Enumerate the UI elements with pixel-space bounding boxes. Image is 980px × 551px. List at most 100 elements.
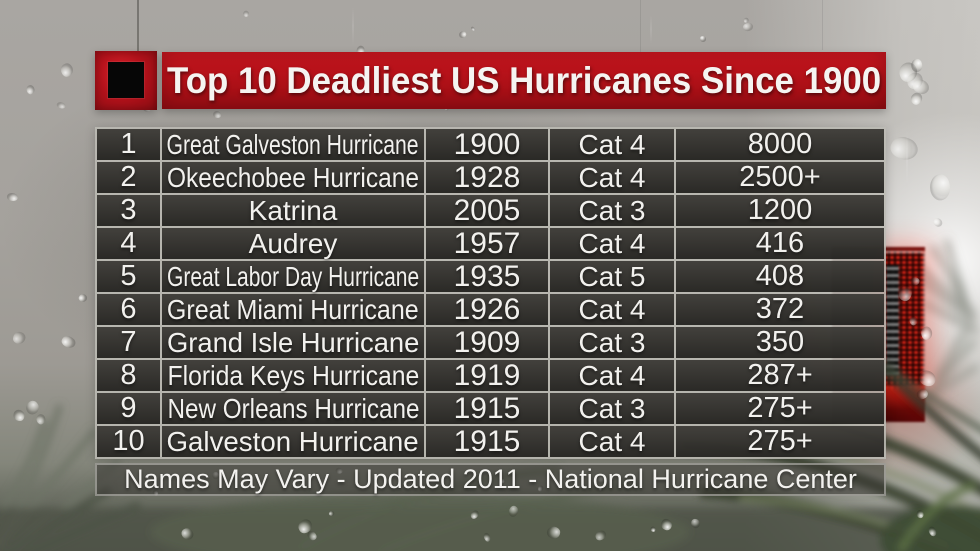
rank-value: 9 [120, 392, 137, 425]
deaths-value: 287+ [747, 359, 813, 392]
category-value: Cat 4 [578, 293, 646, 325]
hurricane-name: Great Galveston Hurricane [166, 128, 420, 160]
rank-value: 2 [120, 161, 137, 194]
deaths-value: 372 [755, 293, 805, 326]
hurricane-name: Great Labor Day Hurricane [166, 260, 420, 292]
deaths-cell: 1200 [676, 195, 884, 226]
deaths-value: 275+ [747, 392, 813, 425]
deaths-value: 416 [755, 227, 805, 260]
rank-value: 7 [120, 326, 137, 359]
category-cell: Cat 4 [550, 360, 674, 391]
category-cell: Cat 4 [550, 426, 674, 457]
name-cell: Grand Isle Hurricane [162, 327, 424, 358]
year-cell: 1928 [426, 162, 548, 193]
rank-cell: 8 [97, 360, 160, 391]
category-value: Cat 3 [578, 326, 646, 358]
category-cell: Cat 4 [550, 228, 674, 259]
deaths-cell: 275+ [676, 393, 884, 424]
category-cell: Cat 4 [550, 129, 674, 160]
year-cell: 1935 [426, 261, 548, 292]
rank-cell: 2 [97, 162, 160, 193]
rank-value: 1 [120, 128, 137, 161]
deaths-value: 408 [755, 260, 805, 293]
year-value: 1919 [453, 358, 521, 392]
category-cell: Cat 4 [550, 162, 674, 193]
deaths-cell: 2500+ [676, 162, 884, 193]
hurricane-name: Audrey [248, 227, 338, 259]
page-title: Top 10 Deadliest US Hurricanes Since 190… [166, 60, 882, 101]
tile-seam [822, 0, 823, 50]
year-value: 1928 [453, 160, 521, 194]
category-cell: Cat 5 [550, 261, 674, 292]
year-cell: 2005 [426, 195, 548, 226]
hurricane-name: Grand Isle Hurricane [166, 326, 420, 358]
category-cell: Cat 3 [550, 327, 674, 358]
category-value: Cat 5 [578, 260, 646, 292]
hurricane-name: Galveston Hurricane [166, 425, 420, 457]
hurricane-table: 1 Great Galveston Hurricane 1900 Cat 4 8… [95, 127, 886, 459]
rank-cell: 9 [97, 393, 160, 424]
rank-cell: 10 [97, 426, 160, 457]
name-cell: Great Labor Day Hurricane [162, 261, 424, 292]
category-value: Cat 4 [578, 227, 646, 259]
category-value: Cat 3 [578, 392, 646, 424]
rank-value: 5 [120, 260, 137, 293]
category-value: Cat 4 [578, 359, 646, 391]
deaths-value: 2500+ [739, 161, 821, 194]
source-text: Names May Vary - Updated 2011 - National… [124, 464, 857, 494]
year-cell: 1915 [426, 426, 548, 457]
rank-value: 8 [120, 359, 137, 392]
hurricane-name: New Orleans Hurricane [166, 392, 420, 424]
name-cell: Audrey [162, 228, 424, 259]
title-bar: Top 10 Deadliest US Hurricanes Since 190… [162, 52, 886, 109]
hurricane-name: Great Miami Hurricane [167, 293, 419, 325]
rank-value: 4 [120, 227, 137, 260]
deaths-cell: 416 [676, 228, 884, 259]
rank-cell: 1 [97, 129, 160, 160]
year-value: 1909 [453, 325, 521, 359]
year-cell: 1915 [426, 393, 548, 424]
name-cell: Florida Keys Hurricane [162, 360, 424, 391]
hurricane-name: Florida Keys Hurricane [167, 359, 419, 391]
name-cell: Galveston Hurricane [162, 426, 424, 457]
category-cell: Cat 3 [550, 195, 674, 226]
name-cell: Great Galveston Hurricane [162, 129, 424, 160]
name-cell: New Orleans Hurricane [162, 393, 424, 424]
year-value: 2005 [453, 193, 521, 227]
year-cell: 1909 [426, 327, 548, 358]
name-cell: Okeechobee Hurricane [162, 162, 424, 193]
year-cell: 1919 [426, 360, 548, 391]
deaths-cell: 372 [676, 294, 884, 325]
rank-cell: 3 [97, 195, 160, 226]
year-cell: 1926 [426, 294, 548, 325]
rank-cell: 5 [97, 261, 160, 292]
rank-value: 6 [120, 293, 137, 326]
rank-value: 3 [120, 194, 137, 227]
deaths-value: 1200 [747, 194, 813, 227]
station-logo-mark [107, 61, 145, 99]
rank-cell: 7 [97, 327, 160, 358]
tile-seam [640, 0, 641, 58]
category-cell: Cat 3 [550, 393, 674, 424]
year-value: 1915 [453, 424, 521, 458]
year-value: 1935 [453, 259, 521, 293]
category-value: Cat 4 [578, 128, 646, 160]
hurricane-name: Katrina [248, 194, 338, 226]
rank-cell: 4 [97, 228, 160, 259]
category-cell: Cat 4 [550, 294, 674, 325]
year-value: 1915 [453, 391, 521, 425]
hurricane-name: Okeechobee Hurricane [167, 161, 419, 193]
deaths-cell: 287+ [676, 360, 884, 391]
year-value: 1900 [453, 127, 521, 161]
station-logo [95, 51, 157, 110]
deaths-value: 8000 [747, 128, 813, 161]
year-cell: 1957 [426, 228, 548, 259]
deaths-cell: 350 [676, 327, 884, 358]
year-value: 1957 [453, 226, 521, 260]
year-cell: 1900 [426, 129, 548, 160]
source-bar: Names May Vary - Updated 2011 - National… [95, 463, 886, 496]
rank-value: 10 [112, 425, 145, 458]
name-cell: Katrina [162, 195, 424, 226]
